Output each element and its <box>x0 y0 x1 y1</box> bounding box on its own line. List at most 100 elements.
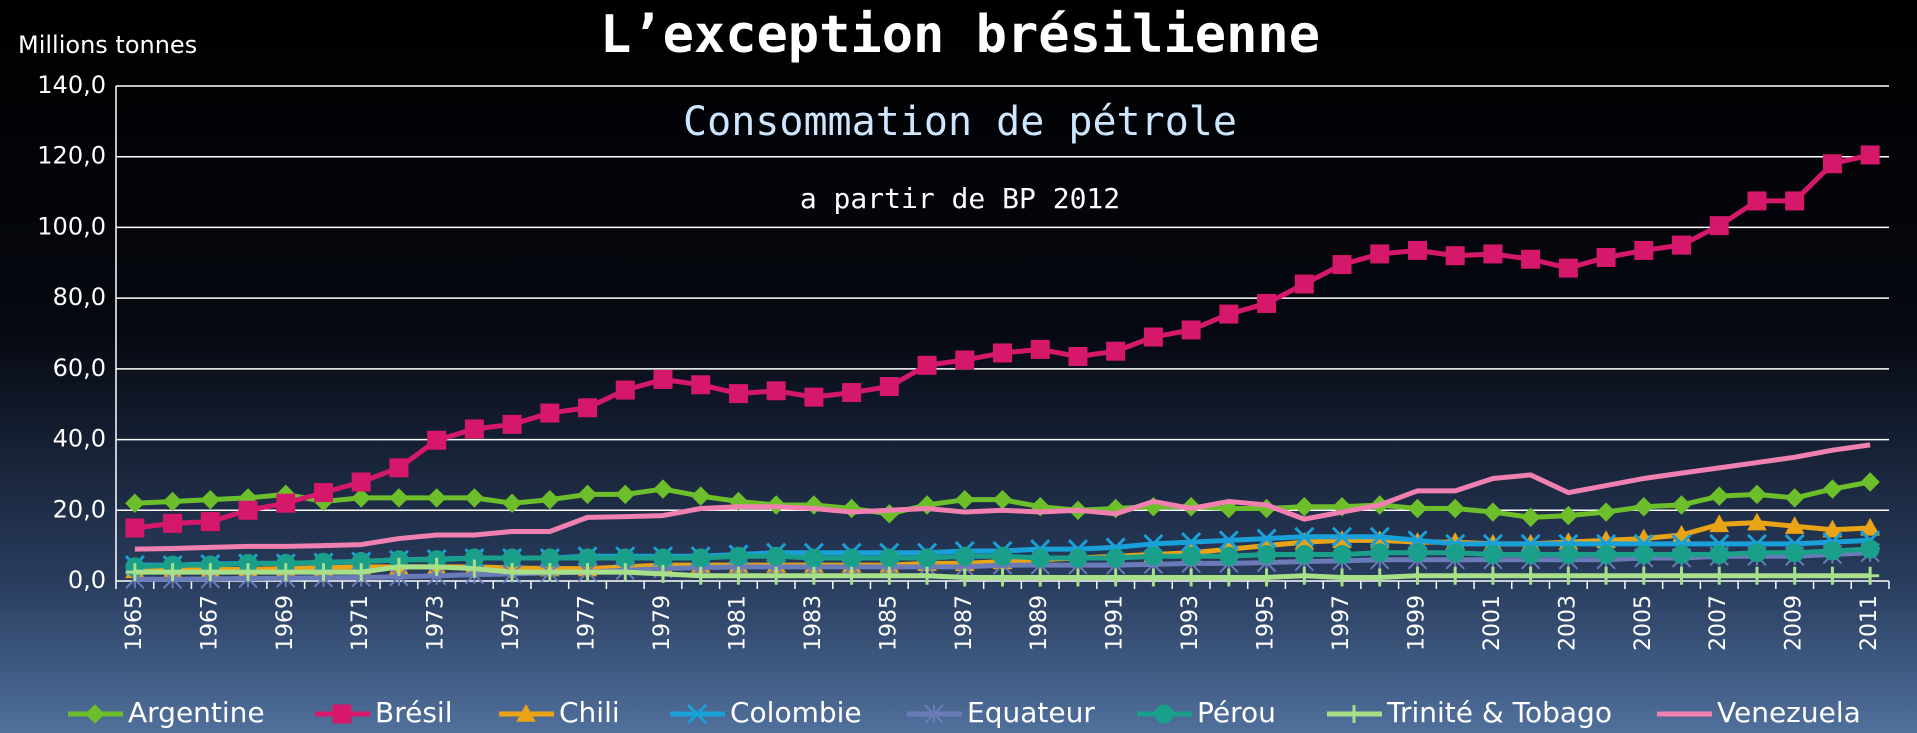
marker <box>1257 544 1277 564</box>
marker <box>917 355 937 375</box>
marker <box>1219 304 1239 324</box>
marker <box>729 566 748 585</box>
marker <box>465 559 484 578</box>
marker <box>1822 479 1843 499</box>
marker <box>615 380 635 400</box>
marker <box>1596 502 1616 522</box>
marker <box>728 384 748 404</box>
chart-title: L’exception brésilienne <box>600 5 1320 65</box>
marker <box>1822 154 1842 174</box>
marker <box>955 489 975 510</box>
legend-label: Chili <box>559 696 620 729</box>
x-tick-label: 1987 <box>952 595 977 651</box>
x-tick-label: 1965 <box>122 595 147 651</box>
marker <box>1294 274 1314 294</box>
marker <box>276 563 295 582</box>
marker <box>653 548 673 568</box>
marker <box>503 563 522 582</box>
marker <box>1672 544 1692 564</box>
marker <box>1181 532 1202 553</box>
marker <box>1596 247 1616 267</box>
marker <box>993 546 1012 566</box>
marker <box>1823 566 1842 585</box>
marker <box>389 557 408 576</box>
marker <box>1860 517 1880 536</box>
x-tick-label: 1991 <box>1103 595 1128 651</box>
marker <box>804 387 824 407</box>
annotation: a partir de BP 2012 <box>800 182 1120 215</box>
marker <box>125 493 145 513</box>
marker <box>1822 519 1843 538</box>
marker <box>686 703 708 725</box>
marker <box>1181 546 1201 566</box>
y-tick-label: 140,0 <box>37 71 106 99</box>
marker <box>804 566 823 585</box>
legend-label: Brésil <box>375 696 452 729</box>
marker <box>841 498 862 519</box>
marker <box>1521 249 1541 269</box>
marker <box>1445 246 1465 266</box>
marker <box>1407 543 1427 563</box>
marker <box>200 489 221 510</box>
marker <box>1407 240 1427 260</box>
marker <box>728 546 748 566</box>
marker <box>314 563 333 582</box>
marker <box>427 557 446 576</box>
marker <box>1445 543 1465 563</box>
marker <box>653 564 672 583</box>
marker <box>1068 568 1087 587</box>
x-tick-label: 1975 <box>499 595 524 651</box>
marker <box>239 563 258 582</box>
x-tick-label: 1971 <box>348 595 373 651</box>
chart-subtitle: Consommation de pétrole <box>683 99 1237 145</box>
marker <box>1597 566 1616 585</box>
marker <box>1785 543 1805 563</box>
marker <box>1521 566 1540 585</box>
x-tick-label: 1985 <box>876 595 901 651</box>
marker <box>1257 293 1277 313</box>
marker <box>578 563 597 582</box>
marker <box>200 512 220 532</box>
marker <box>1219 568 1238 587</box>
marker <box>842 548 862 568</box>
x-tick-label: 1981 <box>725 595 750 651</box>
marker <box>879 377 899 397</box>
marker <box>653 479 673 499</box>
marker <box>1634 497 1654 517</box>
marker <box>1030 339 1050 359</box>
marker <box>1445 498 1465 519</box>
x-tick-label: 2005 <box>1631 595 1656 651</box>
marker <box>1822 541 1842 561</box>
marker <box>1332 255 1352 275</box>
marker <box>1105 498 1126 519</box>
marker <box>993 568 1012 587</box>
marker <box>163 513 183 533</box>
marker <box>427 430 447 450</box>
marker <box>924 704 944 724</box>
marker <box>125 518 145 538</box>
marker <box>1558 505 1579 526</box>
marker <box>1332 544 1352 564</box>
marker <box>1785 191 1805 211</box>
marker <box>1483 566 1502 585</box>
marker <box>1068 548 1088 568</box>
legend-label: Venezuela <box>1717 696 1861 729</box>
marker <box>1218 530 1239 551</box>
marker <box>578 398 598 418</box>
y-tick-label: 40,0 <box>53 425 106 453</box>
x-tick-label: 1967 <box>197 595 222 651</box>
marker <box>955 350 975 370</box>
marker <box>1672 566 1691 585</box>
marker <box>163 563 182 582</box>
marker <box>1331 526 1353 547</box>
marker <box>766 546 786 566</box>
marker <box>1370 244 1390 264</box>
marker <box>1747 191 1767 211</box>
marker <box>540 489 560 510</box>
series <box>125 557 1880 587</box>
marker <box>1784 488 1805 508</box>
marker <box>1106 341 1126 361</box>
x-tick-label: 2001 <box>1480 595 1505 651</box>
x-tick-label: 2007 <box>1706 595 1731 651</box>
